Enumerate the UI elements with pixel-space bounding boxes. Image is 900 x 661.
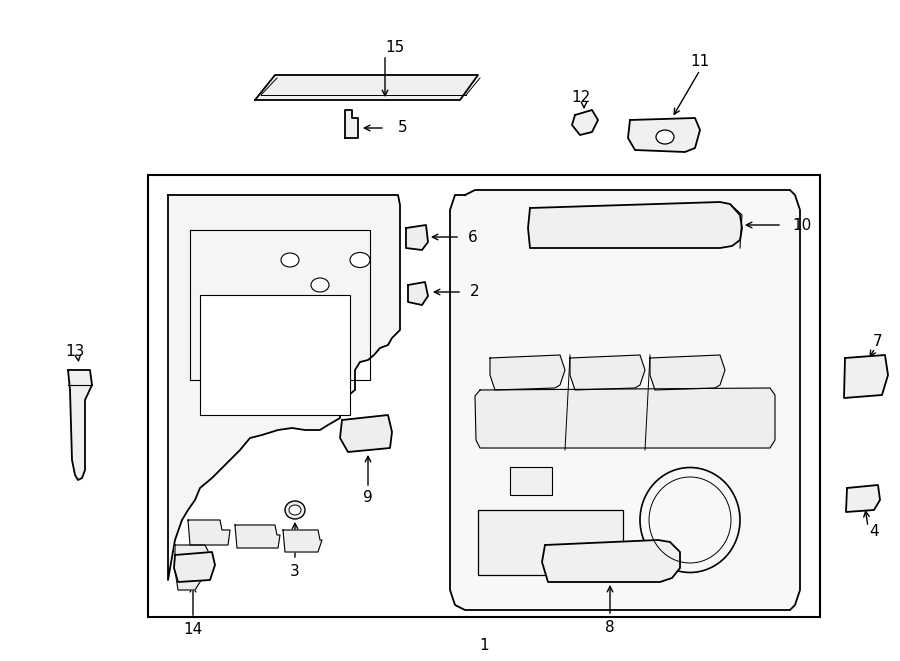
- Polygon shape: [844, 355, 888, 398]
- Polygon shape: [528, 202, 742, 248]
- Bar: [200, 295, 350, 415]
- Polygon shape: [490, 355, 565, 390]
- Ellipse shape: [311, 278, 329, 292]
- Text: 8: 8: [605, 619, 615, 635]
- Polygon shape: [650, 355, 725, 390]
- Text: 5: 5: [398, 120, 408, 136]
- Polygon shape: [408, 282, 428, 305]
- Text: 2: 2: [470, 284, 480, 299]
- Polygon shape: [570, 355, 645, 390]
- Polygon shape: [283, 530, 322, 552]
- Text: 10: 10: [792, 217, 811, 233]
- Polygon shape: [255, 75, 478, 100]
- Ellipse shape: [281, 253, 299, 267]
- Polygon shape: [168, 195, 400, 580]
- Polygon shape: [175, 545, 210, 590]
- Polygon shape: [174, 552, 215, 582]
- Text: 11: 11: [690, 54, 709, 69]
- Bar: [478, 510, 623, 575]
- Text: 9: 9: [363, 490, 373, 506]
- Polygon shape: [628, 118, 700, 152]
- Ellipse shape: [350, 253, 370, 268]
- Bar: [510, 467, 552, 495]
- Polygon shape: [235, 525, 280, 548]
- Polygon shape: [450, 190, 800, 610]
- Text: 15: 15: [385, 40, 405, 56]
- Text: 12: 12: [572, 91, 590, 106]
- Polygon shape: [475, 388, 775, 448]
- Ellipse shape: [640, 467, 740, 572]
- Polygon shape: [188, 520, 230, 545]
- Polygon shape: [340, 415, 392, 452]
- Polygon shape: [572, 110, 598, 135]
- Bar: [148, 175, 820, 617]
- Polygon shape: [68, 370, 92, 480]
- Polygon shape: [846, 485, 880, 512]
- Polygon shape: [345, 110, 358, 138]
- Text: 13: 13: [66, 344, 85, 360]
- Text: 14: 14: [184, 623, 202, 637]
- Text: 3: 3: [290, 564, 300, 580]
- Polygon shape: [542, 540, 680, 582]
- Ellipse shape: [289, 505, 301, 515]
- Ellipse shape: [656, 130, 674, 144]
- Text: 6: 6: [468, 229, 478, 245]
- Text: 1: 1: [479, 637, 489, 652]
- Ellipse shape: [285, 501, 305, 519]
- Text: 4: 4: [869, 524, 878, 539]
- Polygon shape: [406, 225, 428, 250]
- Text: 7: 7: [873, 334, 883, 350]
